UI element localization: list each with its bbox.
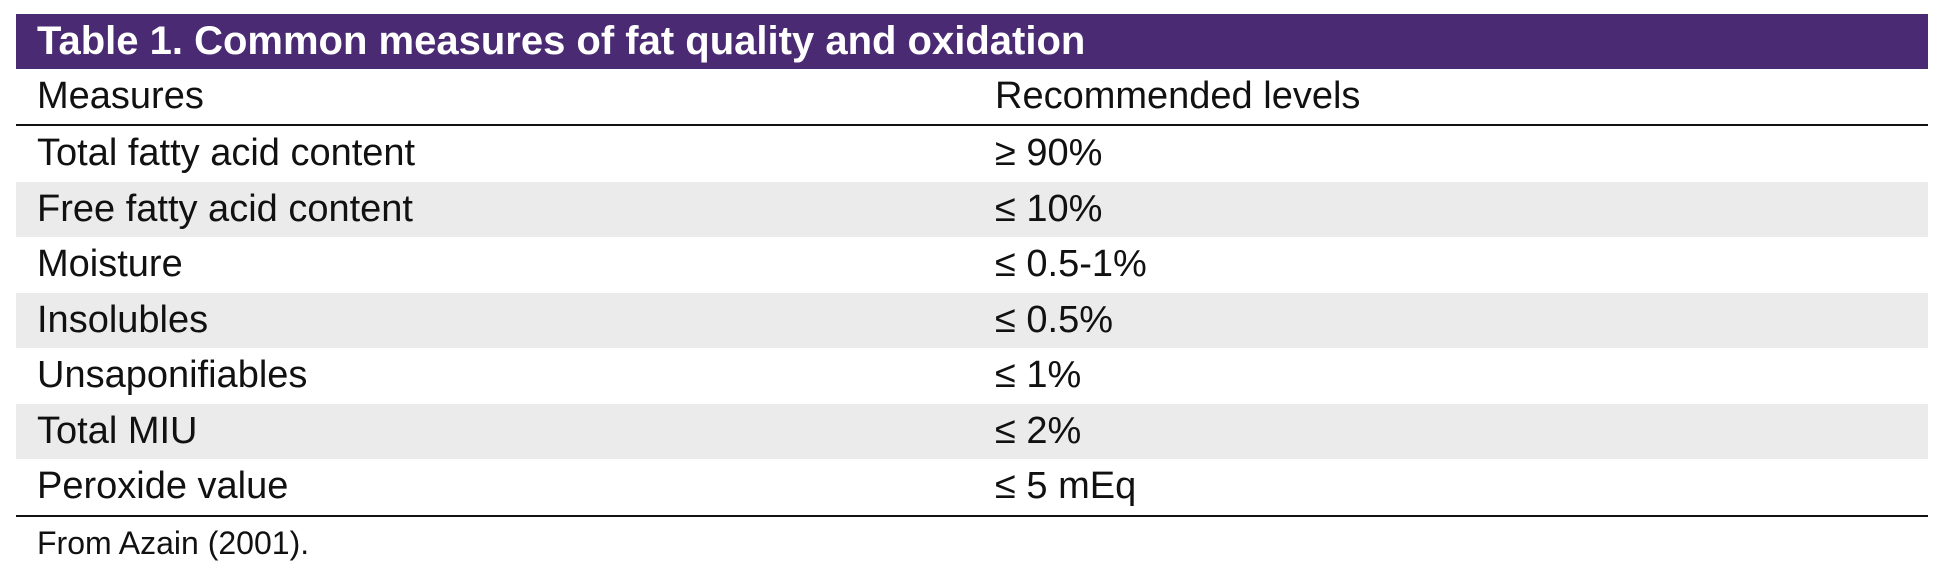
- table-row: Free fatty acid content ≤ 10%: [16, 181, 1928, 237]
- measure-cell: Total MIU: [37, 409, 198, 452]
- level-cell: ≥ 90%: [995, 132, 1103, 175]
- measure-cell: Insolubles: [37, 298, 209, 341]
- fat-quality-table: Table 1. Common measures of fat quality …: [16, 14, 1928, 562]
- table-row: Peroxide value ≤ 5 mEq: [16, 459, 1928, 515]
- header-recommended-levels: Recommended levels: [995, 75, 1361, 117]
- table-row: Total fatty acid content ≥ 90%: [16, 126, 1928, 182]
- table-row: Moisture ≤ 0.5-1%: [16, 237, 1928, 293]
- table-row: Insolubles ≤ 0.5%: [16, 292, 1928, 348]
- level-cell: ≤ 5 mEq: [995, 465, 1137, 508]
- table-row: Unsaponifiables ≤ 1%: [16, 348, 1928, 404]
- measure-cell: Total fatty acid content: [37, 132, 416, 175]
- level-cell: ≤ 2%: [995, 409, 1082, 452]
- level-cell: ≤ 1%: [995, 354, 1082, 397]
- table-body: Total fatty acid content ≥ 90% Free fatt…: [16, 126, 1928, 517]
- measure-cell: Moisture: [37, 243, 183, 286]
- measure-cell: Unsaponifiables: [37, 354, 308, 397]
- measure-cell: Free fatty acid content: [37, 187, 413, 230]
- header-measures: Measures: [37, 75, 204, 117]
- level-cell: ≤ 10%: [995, 187, 1103, 230]
- table-row: Total MIU ≤ 2%: [16, 403, 1928, 459]
- level-cell: ≤ 0.5%: [995, 298, 1114, 341]
- table-footnote: From Azain (2001).: [37, 524, 310, 561]
- measure-cell: Peroxide value: [37, 465, 289, 508]
- table-header-row: Measures Recommended levels: [16, 69, 1928, 126]
- level-cell: ≤ 0.5-1%: [995, 243, 1147, 286]
- table-title: Table 1. Common measures of fat quality …: [16, 14, 1928, 69]
